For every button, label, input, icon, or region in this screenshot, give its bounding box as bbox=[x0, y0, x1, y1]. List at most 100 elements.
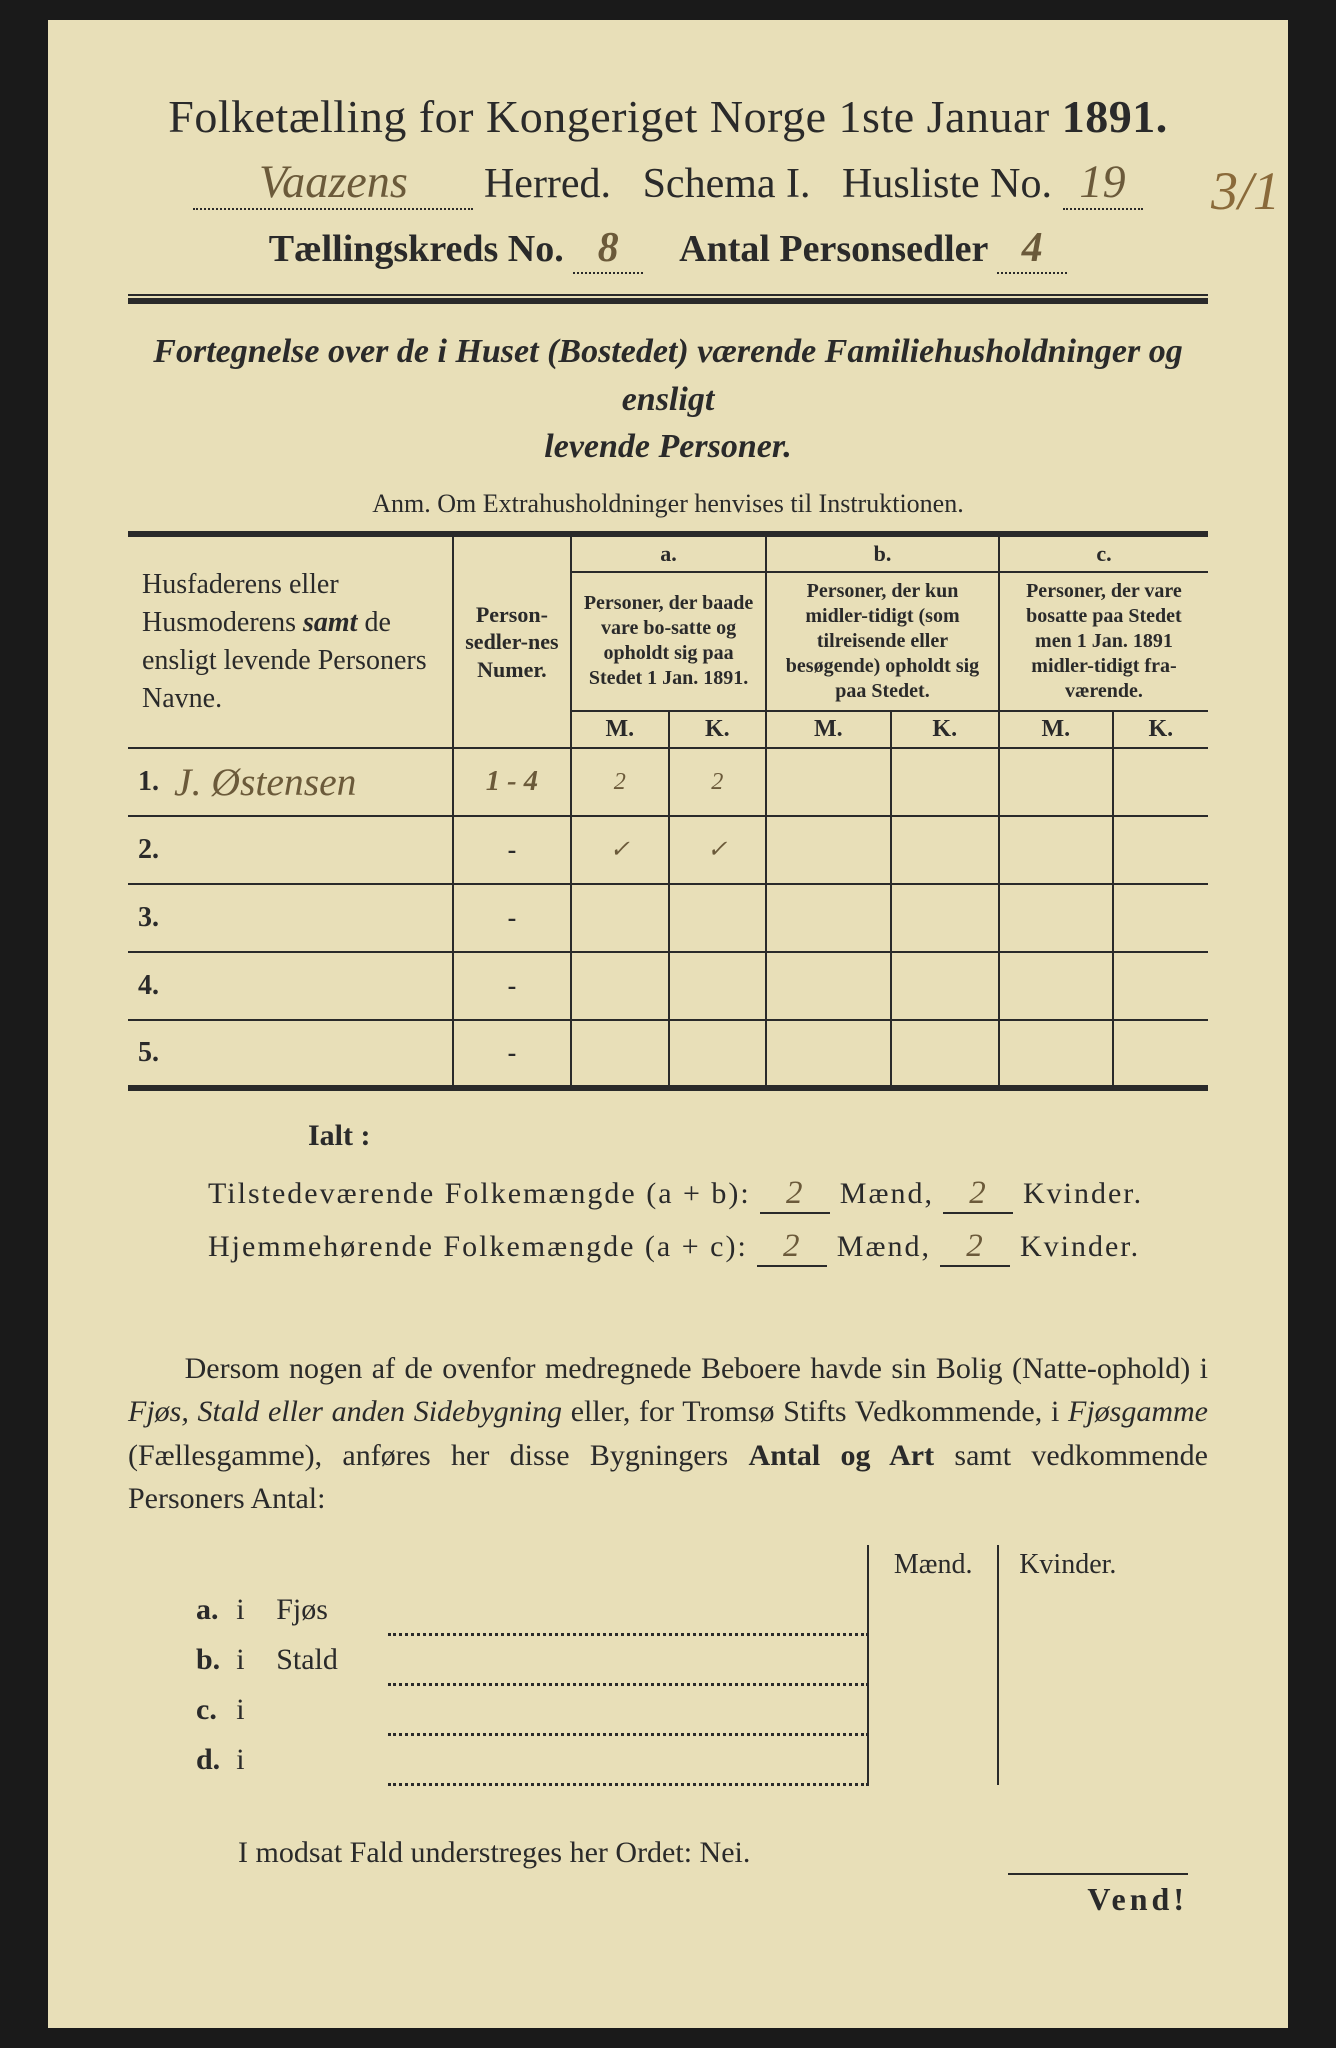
row-name bbox=[168, 1020, 453, 1088]
row-c-k bbox=[1113, 816, 1208, 884]
b-word bbox=[268, 1685, 388, 1735]
subtitle-1a: Fortegnelse over de i Huset (Bostedet) v… bbox=[153, 333, 1140, 370]
table-row: 2.-✓✓ bbox=[128, 816, 1208, 884]
row-a-k bbox=[669, 884, 767, 952]
row-a-m: 2 bbox=[571, 748, 669, 816]
totals-line-1: Tilstedeværende Folkemængde (a + b): 2 M… bbox=[208, 1175, 1208, 1214]
b-m bbox=[868, 1635, 998, 1685]
row-nums: - bbox=[453, 884, 571, 952]
col-b-letter: b. bbox=[766, 534, 999, 572]
building-table: Mænd. Kvinder. a.iFjøsb.iStaldc.id.i bbox=[188, 1545, 1136, 1787]
bottom-head-m: Mænd. bbox=[868, 1545, 998, 1585]
rule-thin bbox=[128, 294, 1208, 296]
tot-maend: Mænd, bbox=[840, 1177, 934, 1210]
row-num: 1. bbox=[128, 748, 168, 816]
b-i: i bbox=[228, 1635, 268, 1685]
b-dots bbox=[388, 1685, 868, 1735]
subtitle-2: levende Personer. bbox=[544, 428, 791, 465]
row-name bbox=[168, 952, 453, 1020]
row-c-m bbox=[999, 816, 1113, 884]
col-b-header: Personer, der kun midler-tidigt (som til… bbox=[766, 572, 999, 711]
row-b-m bbox=[766, 1020, 891, 1088]
row-c-k bbox=[1113, 748, 1208, 816]
row-a-k: ✓ bbox=[669, 816, 767, 884]
b-word: Fjøs bbox=[268, 1585, 388, 1635]
row-name bbox=[168, 884, 453, 952]
b-dots bbox=[388, 1735, 868, 1785]
b-i: i bbox=[228, 1735, 268, 1785]
bottom-head-k: Kvinder. bbox=[998, 1545, 1136, 1585]
antal-label: Antal Personsedler bbox=[679, 228, 988, 270]
row-b-m bbox=[766, 816, 891, 884]
tot-kvinder: Kvinder. bbox=[1023, 1177, 1143, 1210]
row-a-m bbox=[571, 884, 669, 952]
title-year: 1891. bbox=[1062, 91, 1168, 142]
instruction-paragraph: Dersom nogen af de ovenfor medregnede Be… bbox=[128, 1347, 1208, 1521]
b-m: M. bbox=[766, 711, 891, 748]
row-b-k bbox=[891, 884, 999, 952]
b-letter: a. bbox=[188, 1585, 228, 1635]
row-c-m bbox=[999, 952, 1113, 1020]
row-c-k bbox=[1113, 952, 1208, 1020]
row-c-m bbox=[999, 748, 1113, 816]
row-a-k bbox=[669, 1020, 767, 1088]
husliste-label: Husliste No. bbox=[842, 161, 1052, 207]
col-nums-header: Person-sedler-nes Numer. bbox=[453, 534, 571, 748]
anm-note: Anm. Om Extrahusholdninger henvises til … bbox=[128, 489, 1208, 519]
row-nums: - bbox=[453, 1020, 571, 1088]
b-letter: d. bbox=[188, 1735, 228, 1785]
b-letter: c. bbox=[188, 1685, 228, 1735]
table-row: 5.- bbox=[128, 1020, 1208, 1088]
ialt-label: Ialt : bbox=[308, 1119, 1208, 1153]
table-row: 1.J. Østensen1 - 422 bbox=[128, 748, 1208, 816]
tot2-k: 2 bbox=[940, 1228, 1010, 1267]
b-k bbox=[998, 1585, 1136, 1635]
tot1-k: 2 bbox=[943, 1175, 1013, 1214]
table-row: 3. - bbox=[128, 884, 1208, 952]
b-k bbox=[998, 1735, 1136, 1785]
header-line-3: Tællingskreds No. 8 Antal Personsedler 4 bbox=[128, 224, 1208, 274]
col-c-header: Personer, der vare bosatte paa Stedet me… bbox=[999, 572, 1208, 711]
row-a-m bbox=[571, 952, 669, 1020]
tot1-label: Tilstedeværende Folkemængde (a + b): bbox=[208, 1177, 751, 1210]
row-a-k: 2 bbox=[669, 748, 767, 816]
col-a-letter: a. bbox=[571, 534, 766, 572]
herred-value: Vaazens bbox=[193, 155, 473, 210]
b-m bbox=[868, 1585, 998, 1635]
row-b-m bbox=[766, 748, 891, 816]
row-num: 4. bbox=[128, 952, 168, 1020]
row-c-m bbox=[999, 1020, 1113, 1088]
b-dots bbox=[388, 1585, 868, 1635]
row-b-m bbox=[766, 952, 891, 1020]
col-c-letter: c. bbox=[999, 534, 1208, 572]
row-num: 3. bbox=[128, 884, 168, 952]
totals-line-2: Hjemmehørende Folkemængde (a + c): 2 Mæn… bbox=[208, 1228, 1208, 1267]
nei-line: I modsat Fald understreges her Ordet: Ne… bbox=[238, 1836, 1208, 1870]
title-text: Folketælling for Kongeriget Norge 1ste J… bbox=[168, 91, 1049, 142]
col-a-header: Personer, der baade vare bo-satte og oph… bbox=[571, 572, 766, 711]
row-name bbox=[168, 816, 453, 884]
row-b-k bbox=[891, 816, 999, 884]
main-title: Folketælling for Kongeriget Norge 1ste J… bbox=[128, 90, 1208, 143]
header-line-2: Vaazens Herred. Schema I. Husliste No. 1… bbox=[128, 155, 1208, 210]
a-k: K. bbox=[669, 711, 767, 748]
b-k bbox=[998, 1635, 1136, 1685]
b-letter: b. bbox=[188, 1635, 228, 1685]
household-table: Husfaderens eller Husmoderens samt de en… bbox=[128, 531, 1208, 1091]
b-word bbox=[268, 1735, 388, 1785]
row-b-k bbox=[891, 1020, 999, 1088]
tot2-label: Hjemmehørende Folkemængde (a + c): bbox=[208, 1230, 748, 1263]
c-k: K. bbox=[1113, 711, 1208, 748]
tot1-m: 2 bbox=[760, 1175, 830, 1214]
row-c-k bbox=[1113, 1020, 1208, 1088]
vend-label: Vend! bbox=[1008, 1873, 1188, 1918]
row-b-m bbox=[766, 884, 891, 952]
table-row: 4.- bbox=[128, 952, 1208, 1020]
c-m: M. bbox=[999, 711, 1113, 748]
row-b-k bbox=[891, 748, 999, 816]
husliste-value: 19 bbox=[1063, 155, 1143, 210]
b-dots bbox=[388, 1635, 868, 1685]
row-b-k bbox=[891, 952, 999, 1020]
row-name: J. Østensen bbox=[168, 748, 453, 816]
herred-label: Herred. bbox=[484, 161, 611, 207]
